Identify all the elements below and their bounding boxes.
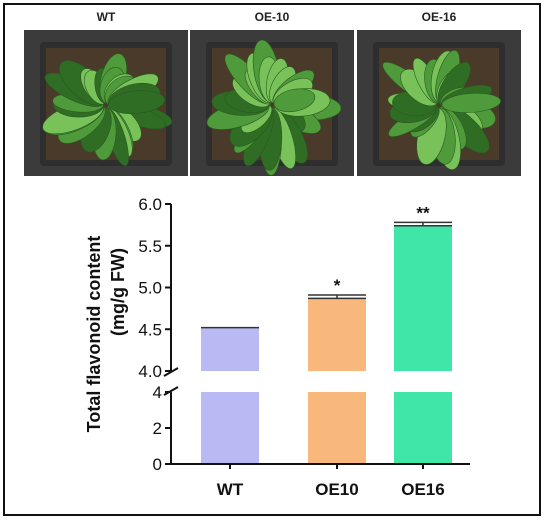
x-tick-label-oe16: OE16 bbox=[401, 480, 444, 499]
y-tick-label: 5.0 bbox=[138, 279, 162, 298]
y-tick-label: 4.5 bbox=[138, 320, 162, 339]
y-tick-label: 6.0 bbox=[138, 195, 162, 214]
significance-label-oe10: * bbox=[334, 276, 341, 295]
leaf bbox=[273, 88, 316, 113]
x-tick-label-oe10: OE10 bbox=[315, 480, 358, 499]
bar-lower-wt bbox=[201, 392, 259, 464]
photo-label-oe16: OE-16 bbox=[421, 10, 457, 24]
y-tick-label: 4.0 bbox=[138, 362, 162, 381]
y-axis-label-line1: Total flavonoid content bbox=[84, 236, 104, 433]
plant-photo-drawing bbox=[357, 30, 521, 176]
photo-label-oe10: OE-10 bbox=[254, 10, 290, 24]
plant-photo-drawing bbox=[190, 30, 354, 176]
y-tick-label: 0 bbox=[153, 455, 162, 474]
plant-photo-oe10 bbox=[190, 30, 354, 176]
bar-oe16 bbox=[394, 225, 452, 371]
y-axis-label-line2: (mg/g FW) bbox=[108, 248, 128, 336]
y-tick-label: 5.5 bbox=[138, 237, 162, 256]
bar-lower-oe10 bbox=[308, 392, 366, 464]
photo-label-wt: WT bbox=[96, 10, 116, 24]
leaf bbox=[108, 90, 165, 114]
bar-lower-oe16 bbox=[394, 392, 452, 464]
bar-oe10 bbox=[308, 298, 366, 371]
y-tick-label: 2 bbox=[153, 419, 162, 438]
x-tick-label-wt: WT bbox=[217, 480, 244, 499]
plant-photo-drawing bbox=[24, 30, 188, 176]
plant-photo-oe16 bbox=[357, 30, 521, 176]
bar-wt bbox=[201, 327, 259, 371]
y-tick-label: 4 bbox=[153, 383, 162, 402]
plant-photo-wt bbox=[24, 30, 188, 176]
significance-label-oe16: ** bbox=[416, 203, 430, 222]
leaf bbox=[441, 92, 501, 113]
